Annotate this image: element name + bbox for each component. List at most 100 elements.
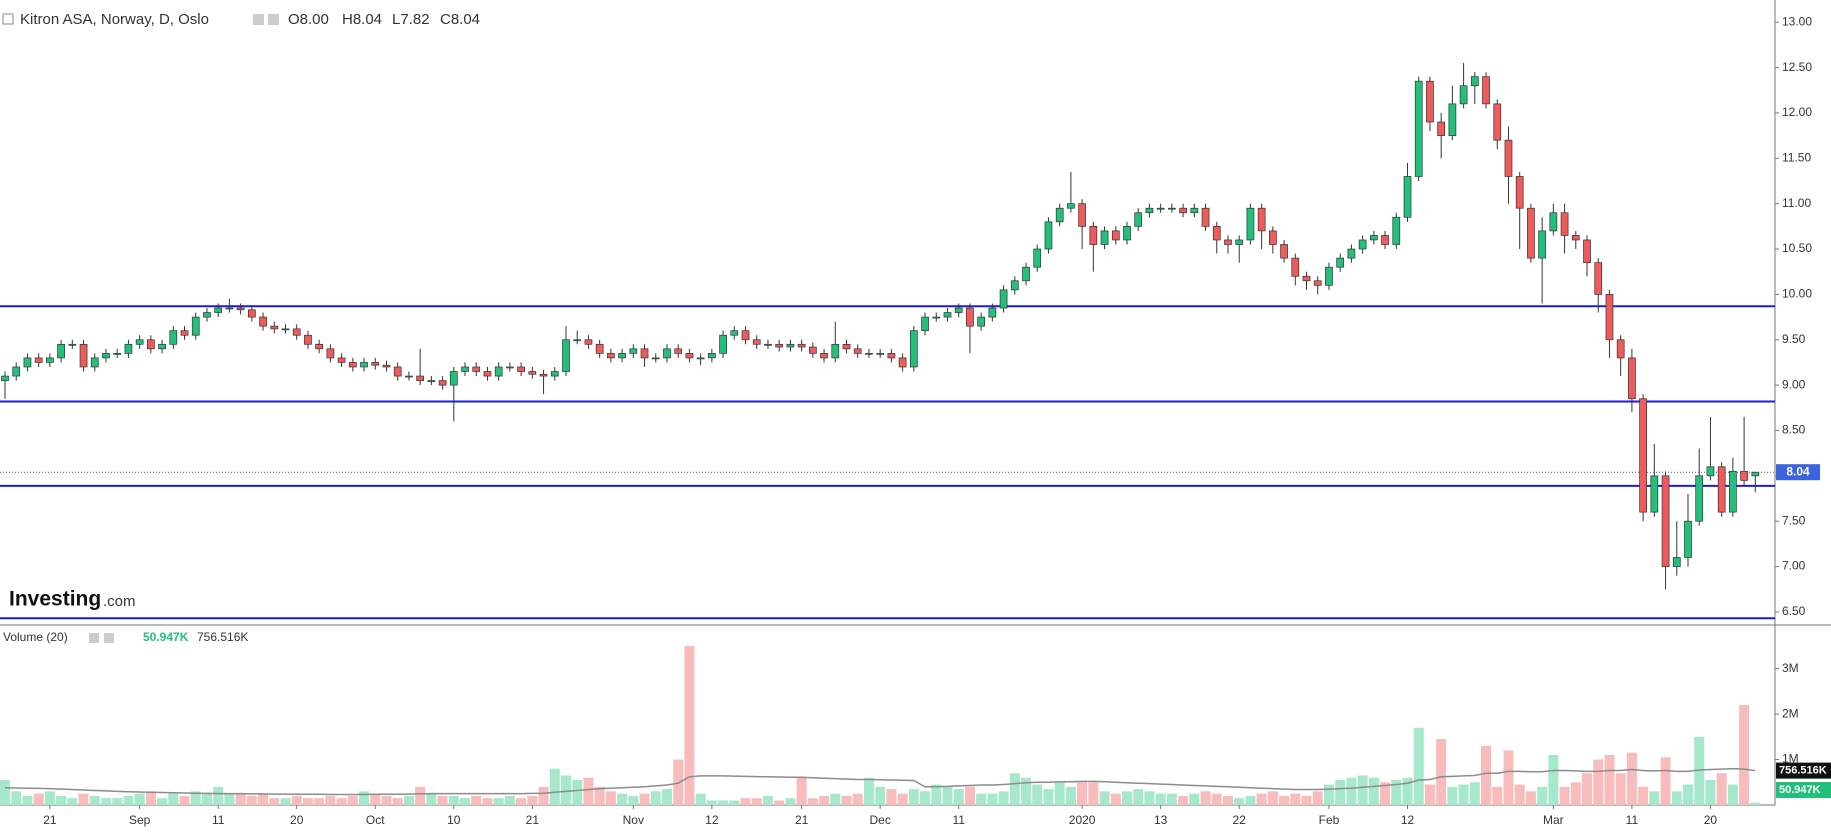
volume-bar <box>1189 793 1200 805</box>
volume-bar <box>336 798 347 805</box>
volume-title: Volume (20) <box>3 630 68 644</box>
candle-body <box>180 330 189 336</box>
x-tick-label: 11 <box>212 813 225 827</box>
volume-bar <box>942 786 953 805</box>
candle-body <box>348 362 357 368</box>
candle-body <box>573 339 582 342</box>
volume-close-icon[interactable] <box>104 633 114 643</box>
volume-bar <box>112 798 123 805</box>
candle-body <box>909 330 918 368</box>
volume-bar <box>718 800 729 805</box>
candle-body <box>1459 85 1468 105</box>
ohlc-low: L7.82 <box>392 11 430 28</box>
candle-body <box>1089 226 1098 245</box>
candle-body <box>752 339 761 345</box>
candle-body <box>797 343 806 348</box>
volume-bar <box>1346 777 1357 805</box>
candle-body <box>1594 262 1603 295</box>
candle-body <box>1527 207 1535 259</box>
candle-body <box>562 339 570 372</box>
y-tick-label: 1M <box>1782 752 1799 766</box>
volume-bar <box>1054 782 1065 805</box>
volume-bar <box>1065 786 1076 805</box>
volume-bar <box>1593 759 1604 805</box>
candle-body <box>46 357 54 363</box>
candle-body <box>1560 212 1569 236</box>
volume-bar <box>1155 793 1166 805</box>
candle-body <box>629 348 638 354</box>
y-tick-label: 10.00 <box>1782 287 1812 301</box>
volume-bar <box>617 793 628 805</box>
candle-body <box>405 375 413 378</box>
candle-body <box>775 343 784 348</box>
y-tick-label: 12.50 <box>1782 60 1812 74</box>
candle-body <box>730 330 739 336</box>
candle-body <box>708 353 716 359</box>
volume-bar <box>179 795 190 805</box>
volume-bar <box>1716 773 1727 805</box>
volume-bar <box>78 793 89 805</box>
volume-bar <box>493 798 504 805</box>
y-tick-label: 10.50 <box>1782 241 1812 255</box>
x-tick-label: 22 <box>1233 813 1247 827</box>
candle-body <box>921 316 929 332</box>
candle-body <box>337 357 346 363</box>
volume-bar <box>1671 791 1682 805</box>
candle-body <box>68 343 77 346</box>
candle-body <box>494 366 503 377</box>
x-tick-label: 11 <box>1626 813 1639 827</box>
candle-body <box>1100 230 1109 245</box>
volume-bar <box>1009 773 1020 805</box>
candle-body <box>842 343 851 350</box>
close-icon[interactable] <box>268 14 279 25</box>
x-tick-label: Nov <box>623 813 644 827</box>
candle-body <box>1111 230 1120 241</box>
candle-body <box>225 307 234 310</box>
volume-bar <box>1267 791 1278 805</box>
volume-bar <box>201 793 212 805</box>
volume-bar <box>1705 780 1716 805</box>
candle-body <box>461 366 469 372</box>
volume-bar <box>863 777 874 805</box>
volume-bar <box>998 791 1009 805</box>
y-tick-label: 11.00 <box>1782 196 1811 210</box>
volume-bar <box>381 795 392 805</box>
candle-body <box>1212 226 1221 241</box>
volume-bar <box>190 791 201 805</box>
candle-body <box>1628 357 1636 400</box>
volume-ma-line <box>4 767 1756 796</box>
candle-body <box>90 357 99 368</box>
volume-bar <box>1447 786 1458 805</box>
volume-bar <box>370 793 381 805</box>
settings-icon[interactable] <box>253 14 264 25</box>
volume-bar <box>235 793 246 805</box>
volume-bar <box>1032 784 1043 805</box>
volume-bar <box>213 786 224 805</box>
volume-bar <box>1043 789 1054 805</box>
candle-body <box>607 353 615 359</box>
volume-bar <box>157 798 168 805</box>
candle-body <box>1145 207 1154 214</box>
volume-bar <box>67 798 78 805</box>
volume-bar <box>774 800 785 805</box>
volume-bar <box>56 795 67 805</box>
volume-bar <box>1604 755 1615 805</box>
candle-body <box>741 330 750 341</box>
candle-body <box>1369 235 1378 241</box>
candle-body <box>685 353 694 359</box>
volume-bar <box>291 795 302 805</box>
volume-bar <box>1481 745 1492 805</box>
last-price-box <box>1776 464 1820 481</box>
volume-bar <box>572 780 583 805</box>
collapse-icon[interactable] <box>2 13 14 25</box>
candle-body <box>820 353 828 359</box>
logo-brand: Investing <box>9 588 101 611</box>
volume-settings-icon[interactable] <box>89 633 99 643</box>
x-tick-label: 20 <box>290 813 304 827</box>
volume-bar <box>1368 777 1379 805</box>
volume-bar <box>1335 780 1346 805</box>
candle-body <box>977 316 985 327</box>
ma-value-box <box>1776 762 1831 779</box>
candle-body <box>247 309 256 318</box>
volume-bar <box>1077 782 1088 805</box>
